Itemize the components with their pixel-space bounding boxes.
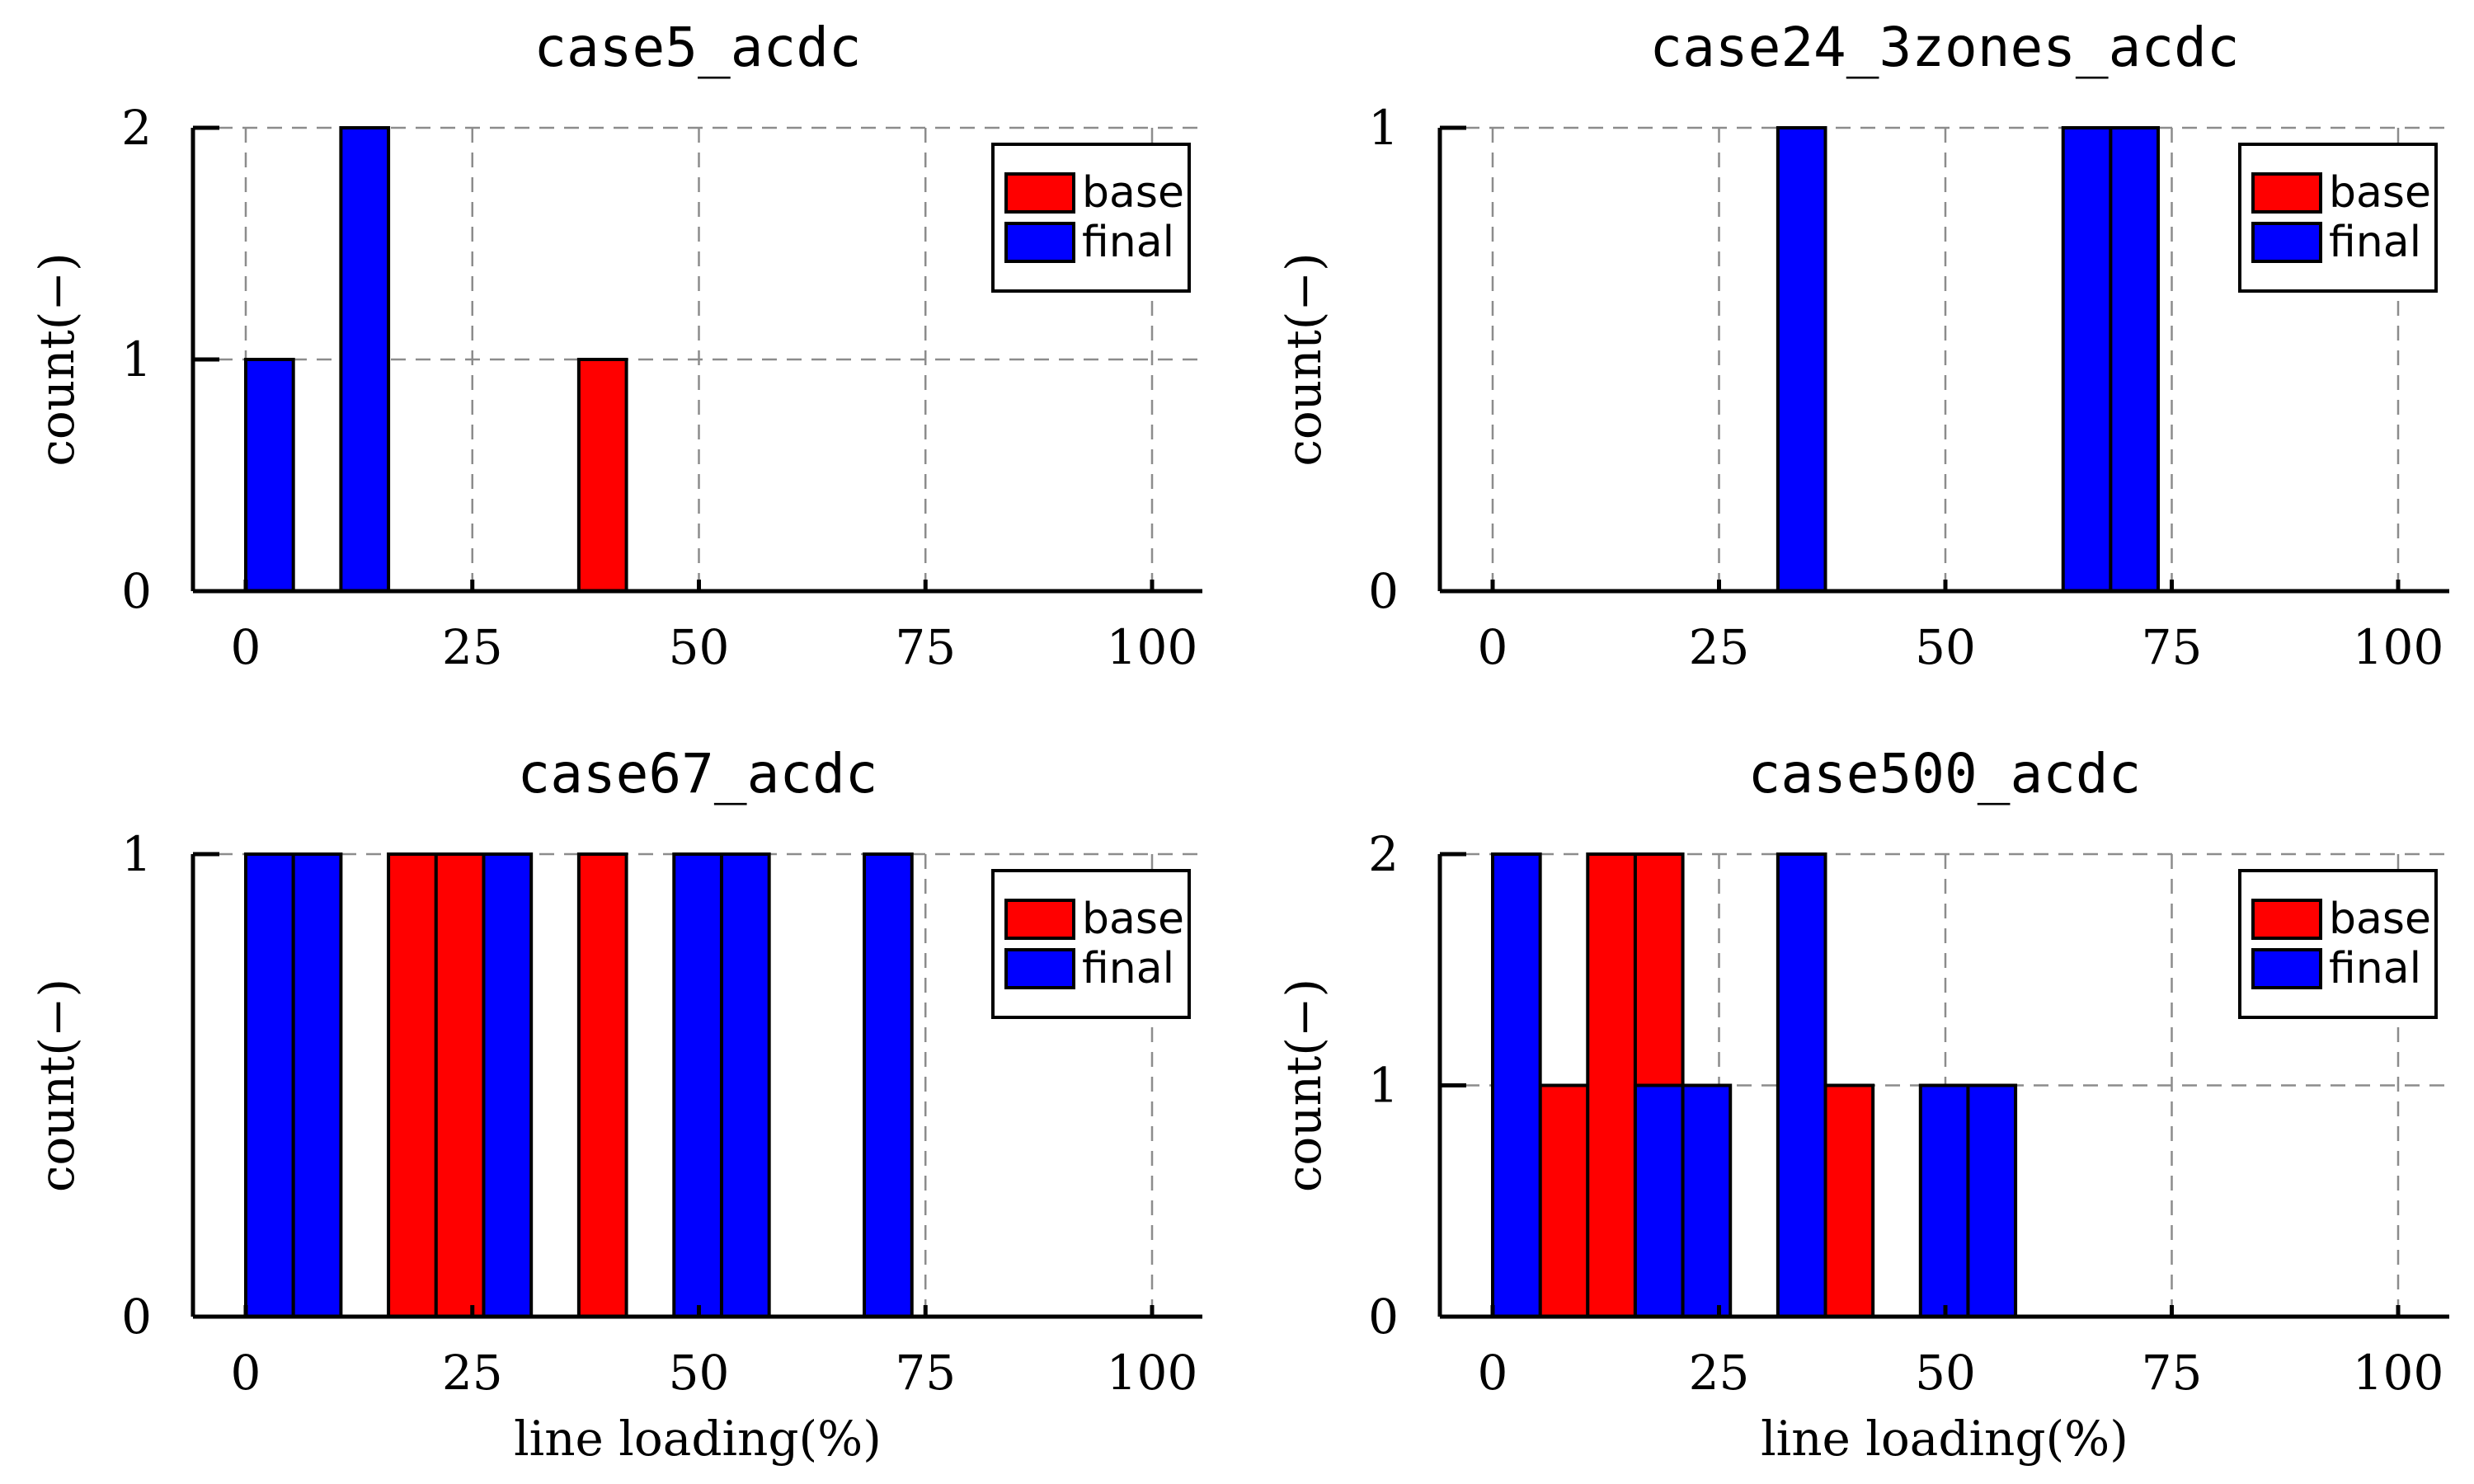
bar-final-3 — [482, 852, 534, 1318]
legend-swatch-final — [1004, 222, 1075, 263]
x-axis-label: line loading(%) — [514, 1411, 882, 1467]
bar-base-2 — [1586, 852, 1637, 1318]
y-axis-label: count(−) — [1276, 252, 1332, 466]
y-axis-label: count(−) — [1276, 979, 1332, 1192]
bar-base-1 — [387, 852, 438, 1318]
x-tick-label: 100 — [1107, 1345, 1198, 1401]
legend-label-base: base — [2329, 168, 2431, 218]
legend-frame — [991, 869, 1191, 1019]
x-tick-label: 75 — [895, 1345, 956, 1401]
legend-swatch-base — [1004, 172, 1075, 214]
y-tick-label: 1 — [121, 331, 152, 387]
x-tick-label: 100 — [2353, 619, 2444, 675]
legend-swatch-base — [2251, 172, 2322, 214]
x-tick-label: 25 — [442, 619, 503, 675]
x-tick-label: 50 — [669, 619, 730, 675]
bar-final-2 — [339, 126, 391, 593]
bar-final-2 — [1633, 1083, 1685, 1318]
y-tick-label: 1 — [121, 826, 152, 882]
chart-title: case67_acdc — [517, 742, 877, 805]
bar-final-6 — [1966, 1083, 2018, 1318]
bar-final-3 — [2109, 126, 2161, 593]
x-tick-label: 25 — [442, 1345, 503, 1401]
y-tick-label: 0 — [1368, 563, 1399, 619]
bar-final-4 — [1776, 852, 1827, 1318]
chart-title: case5_acdc — [534, 16, 861, 79]
bar-final-1 — [244, 358, 295, 593]
x-tick-label: 100 — [1107, 619, 1198, 675]
x-tick-label: 75 — [895, 619, 956, 675]
x-tick-label: 25 — [1689, 619, 1750, 675]
bar-final-5 — [719, 852, 771, 1318]
bar-final-1 — [244, 852, 295, 1318]
legend-label-base: base — [1082, 168, 1184, 218]
x-tick-label: 0 — [231, 619, 261, 675]
legend-label-base: base — [2329, 895, 2431, 944]
legend-swatch-final — [2251, 948, 2322, 989]
bar-final-5 — [1918, 1083, 1970, 1318]
y-tick-label: 0 — [121, 1289, 152, 1345]
y-tick-label: 2 — [1368, 826, 1399, 882]
chart-title: case24_3zones_acdc — [1649, 16, 2239, 79]
legend-swatch-base — [1004, 899, 1075, 940]
x-axis-label: line loading(%) — [1761, 1411, 2128, 1467]
chart-panel-4: 0 25 50 75 100 0 1 2 case500_acdc count(−) line lo… — [1276, 742, 2449, 1467]
legend-label-final: final — [1082, 944, 1174, 993]
y-tick-label: 0 — [1368, 1289, 1399, 1345]
bar-final-1 — [1776, 126, 1827, 593]
bar-base-1 — [1538, 1083, 1590, 1318]
y-tick-label: 1 — [1368, 1058, 1399, 1114]
y-tick-label: 1 — [1368, 100, 1399, 156]
bar-final-4 — [672, 852, 723, 1318]
legend-label-final: final — [2329, 218, 2421, 267]
x-tick-label: 0 — [1478, 619, 1508, 675]
legend-label-base: base — [1082, 895, 1184, 944]
x-tick-label: 75 — [2142, 619, 2203, 675]
x-tick-label: 0 — [231, 1345, 261, 1401]
legend-swatch-final — [2251, 222, 2322, 263]
chart-title: case500_acdc — [1748, 742, 2142, 805]
legend-label-final: final — [2329, 944, 2421, 993]
y-axis-label: count(−) — [29, 252, 85, 466]
x-tick-label: 0 — [1478, 1345, 1508, 1401]
bar-final-1 — [1491, 852, 1542, 1318]
x-tick-label: 50 — [1915, 619, 1976, 675]
bar-base-2 — [434, 852, 486, 1318]
chart-panel-2: 0 25 50 75 100 0 1 case24_3zones_acdc count(−) ba… — [1276, 16, 2449, 675]
bar-final-3 — [1681, 1083, 1733, 1318]
y-tick-label: 0 — [121, 563, 152, 619]
y-tick-label: 2 — [121, 100, 152, 156]
legend-swatch-base — [2251, 899, 2322, 940]
chart-panel-3: 0 25 50 75 100 0 1 case67_acdc count(−) line load… — [29, 742, 1202, 1467]
y-axis-label: count(−) — [29, 979, 85, 1192]
legend-frame — [2238, 869, 2438, 1019]
bar-base-4 — [1823, 1083, 1875, 1318]
bar-final-6 — [863, 852, 914, 1318]
x-tick-label: 75 — [2142, 1345, 2203, 1401]
bar-base-1 — [576, 358, 628, 593]
bar-base-3 — [576, 852, 628, 1318]
x-tick-label: 100 — [2353, 1345, 2444, 1401]
x-tick-label: 25 — [1689, 1345, 1750, 1401]
legend-frame — [991, 143, 1191, 293]
bar-final-2 — [291, 852, 343, 1318]
bar-final-2 — [2061, 126, 2113, 593]
x-tick-label: 50 — [669, 1345, 730, 1401]
legend-frame — [2238, 143, 2438, 293]
x-tick-label: 50 — [1915, 1345, 1976, 1401]
legend-label-final: final — [1082, 218, 1174, 267]
legend-swatch-final — [1004, 948, 1075, 989]
